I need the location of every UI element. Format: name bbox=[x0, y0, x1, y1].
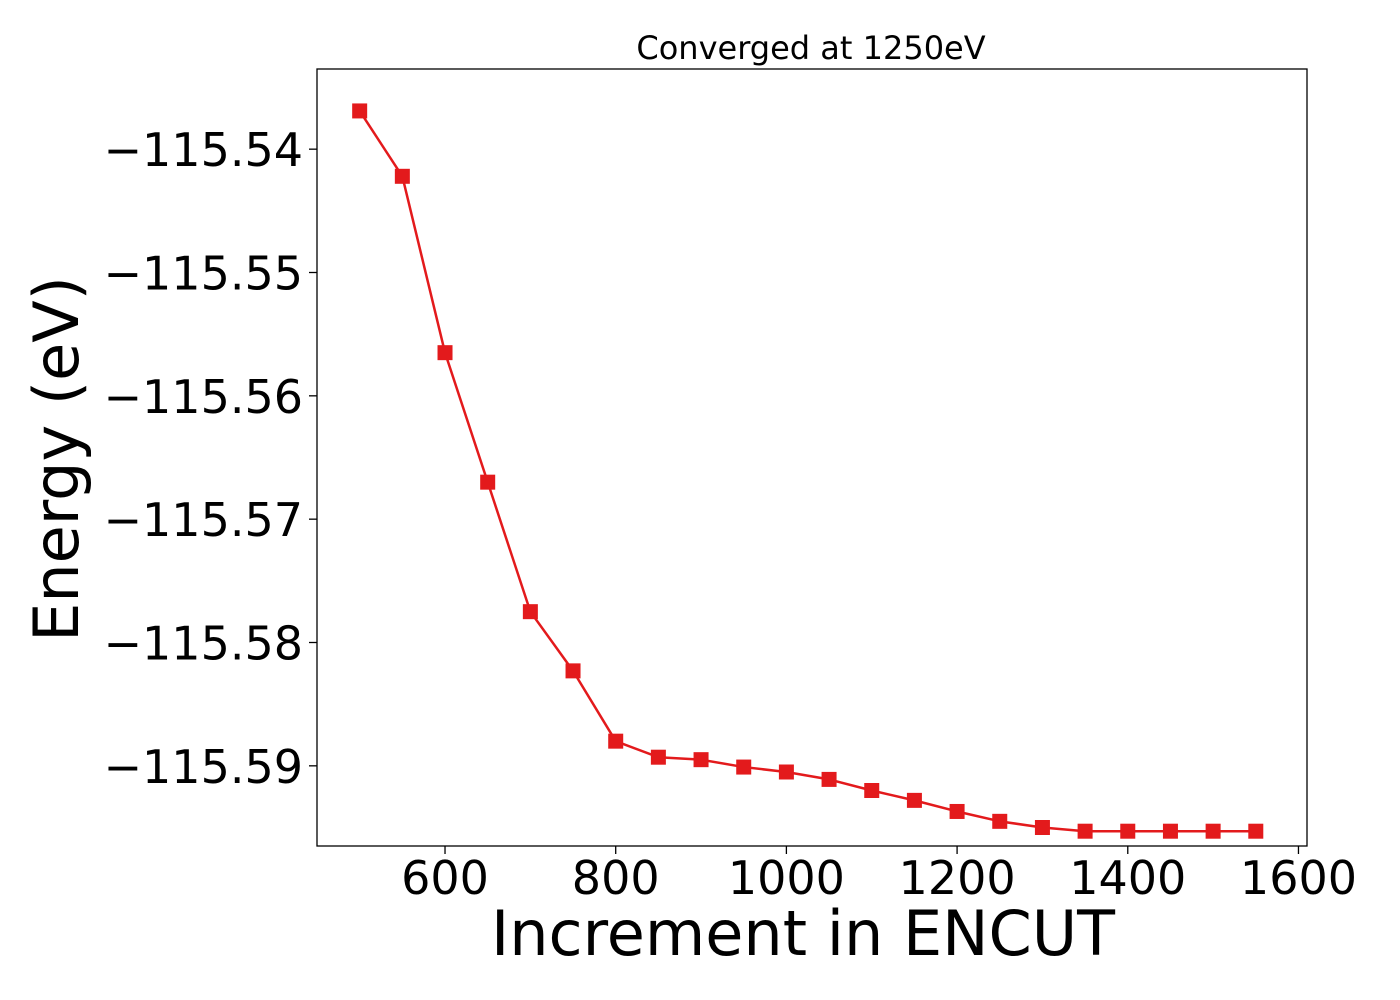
data-point bbox=[608, 733, 624, 749]
x-tick-label: 1400 bbox=[1069, 851, 1186, 905]
data-point bbox=[1162, 823, 1178, 839]
x-tick-label: 600 bbox=[401, 851, 489, 905]
plot-area bbox=[352, 103, 1264, 839]
y-tick-label: −115.57 bbox=[104, 493, 304, 547]
y-tick-label: −115.58 bbox=[104, 617, 304, 671]
data-point bbox=[437, 345, 453, 361]
data-point bbox=[565, 663, 581, 679]
x-axis-label: Increment in ENCUT bbox=[491, 897, 1116, 970]
x-tick-label: 1600 bbox=[1240, 851, 1357, 905]
y-tick-label: −115.54 bbox=[104, 123, 304, 177]
data-point bbox=[864, 783, 880, 798]
y-axis-label: Energy (eV) bbox=[20, 276, 93, 642]
data-point bbox=[992, 813, 1008, 829]
data-point bbox=[906, 792, 922, 808]
data-point bbox=[650, 749, 666, 765]
data-point bbox=[522, 604, 538, 620]
series-line bbox=[358, 110, 1256, 833]
data-point bbox=[480, 474, 496, 490]
data-point bbox=[1077, 823, 1093, 839]
y-tick-label: −115.56 bbox=[104, 370, 304, 424]
data-point bbox=[778, 764, 794, 780]
x-tick-label: 1200 bbox=[899, 851, 1016, 905]
data-point bbox=[1248, 823, 1264, 839]
data-point bbox=[394, 168, 410, 184]
y-tick-label: −115.55 bbox=[104, 247, 304, 301]
chart-title: Converged at 1250eV bbox=[636, 29, 985, 67]
data-point bbox=[949, 803, 965, 819]
x-tick-label: 1000 bbox=[728, 851, 845, 905]
data-point bbox=[693, 752, 709, 768]
data-point bbox=[1034, 820, 1050, 835]
data-point bbox=[821, 771, 837, 787]
data-point bbox=[352, 103, 368, 119]
x-tick-label: 800 bbox=[572, 851, 660, 905]
x-axis: 600 800 1000 1200 1400 1600 bbox=[401, 846, 1357, 905]
axes-frame bbox=[316, 68, 1308, 847]
y-axis: −115.54 −115.55 −115.56 −115.57 −115.58 −115.… bbox=[104, 123, 317, 794]
y-tick-label: −115.59 bbox=[104, 740, 304, 794]
data-point bbox=[1120, 823, 1136, 839]
data-point bbox=[736, 759, 752, 775]
data-point bbox=[1205, 823, 1221, 839]
